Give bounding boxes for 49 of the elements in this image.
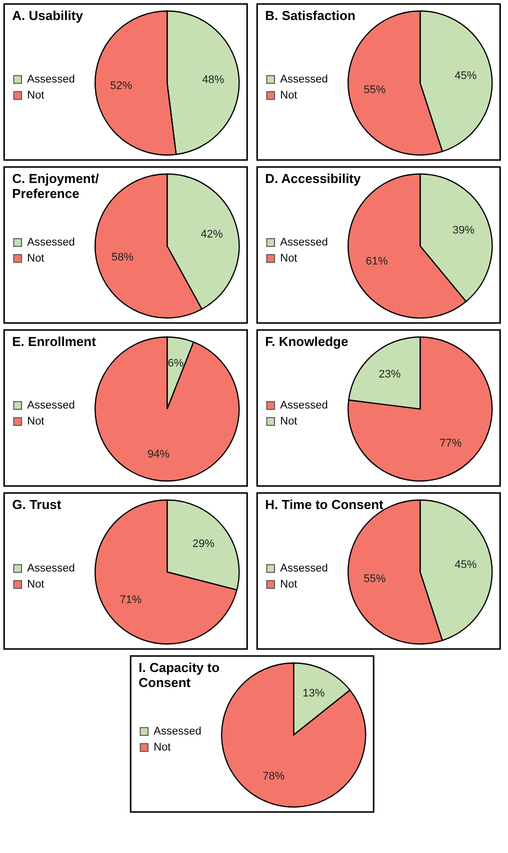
legend-label: Assessed bbox=[280, 562, 328, 574]
data-label: 61% bbox=[366, 256, 388, 268]
chart-title: H. Time to Consent bbox=[265, 497, 384, 512]
data-label: 45% bbox=[454, 70, 477, 82]
legend-label: Assessed bbox=[27, 562, 75, 574]
pie-slice bbox=[221, 662, 366, 808]
legend-label: Not bbox=[280, 578, 298, 590]
legend-label: Not bbox=[280, 416, 298, 428]
chart-title: A. Usability bbox=[12, 8, 84, 23]
chart-title: C. Enjoyment/ Preference bbox=[12, 171, 100, 201]
data-label: 39% bbox=[452, 224, 475, 236]
legend-label: Assessed bbox=[280, 236, 328, 248]
data-label: 45% bbox=[454, 558, 477, 571]
data-label: 13% bbox=[302, 687, 325, 700]
chart-title: G. Trust bbox=[12, 497, 62, 512]
legend-label: Not bbox=[280, 90, 298, 102]
legend-label: Not bbox=[154, 742, 171, 754]
pie-slice bbox=[94, 499, 238, 645]
chart-title: D. Accessibility bbox=[265, 171, 362, 186]
legend-label: Assessed bbox=[280, 74, 328, 86]
chart-title: I. Capacity to Consent bbox=[138, 660, 220, 690]
pie-slice bbox=[94, 336, 240, 482]
data-label: 29% bbox=[192, 538, 215, 550]
data-label: 78% bbox=[262, 770, 285, 783]
data-label: 42% bbox=[200, 228, 223, 241]
legend-label: Assessed bbox=[154, 726, 202, 738]
legend-label: Not bbox=[27, 416, 44, 428]
legend-label: Not bbox=[27, 252, 44, 264]
chart-title: E. Enrollment bbox=[12, 334, 97, 349]
data-label: 23% bbox=[378, 368, 401, 380]
data-label: 55% bbox=[364, 573, 386, 586]
legend-label: Assessed bbox=[27, 74, 75, 86]
data-label: 71% bbox=[120, 594, 142, 606]
legend-label: Not bbox=[27, 90, 44, 102]
data-label: 52% bbox=[110, 80, 132, 92]
chart-title: F. Knowledge bbox=[265, 334, 348, 349]
legend-label: Assessed bbox=[27, 236, 75, 248]
data-label: 48% bbox=[202, 74, 224, 86]
data-label: 58% bbox=[111, 251, 134, 264]
legend-label: Not bbox=[27, 578, 44, 590]
data-label: 77% bbox=[440, 438, 462, 450]
pie-slice bbox=[348, 336, 493, 482]
legend-label: Not bbox=[280, 252, 298, 264]
data-label: 6% bbox=[168, 358, 184, 370]
legend-label: Assessed bbox=[280, 400, 328, 412]
data-label: 55% bbox=[364, 84, 386, 96]
legend-label: Assessed bbox=[27, 400, 75, 412]
chart-title: B. Satisfaction bbox=[265, 8, 356, 23]
data-label: 94% bbox=[147, 448, 170, 460]
